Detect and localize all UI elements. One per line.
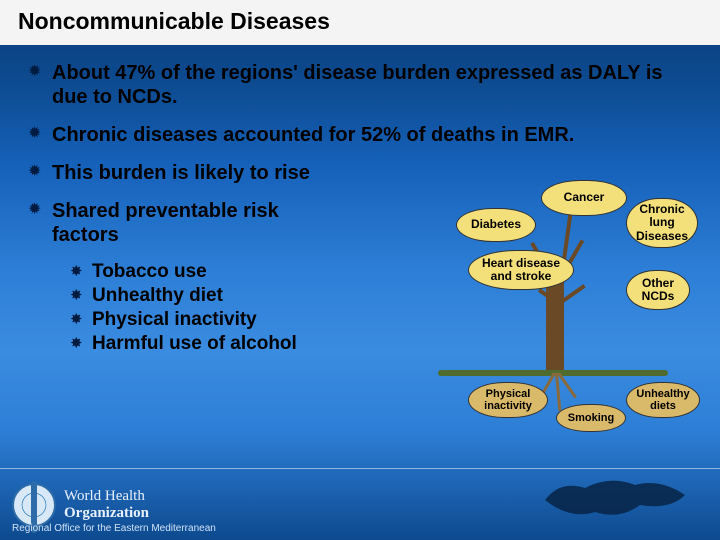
leaf-heart: Heart disease and stroke (468, 250, 574, 290)
who-logo: World Health Organization (12, 483, 149, 527)
bullet-text: This burden is likely to rise (52, 161, 312, 185)
ncd-tree-diagram: CancerDiabetes Chronic lung Diseases Heart… (408, 178, 698, 438)
tree-trunk (546, 278, 564, 373)
bullet-2: ✹ Chronic diseases accounted for 52% of … (28, 123, 692, 147)
sub-text: Tobacco use (92, 261, 207, 283)
regional-office-label: Regional Office for the Eastern Mediterr… (12, 523, 216, 534)
logo-line2: Organization (64, 505, 149, 522)
slide-title: Noncommunicable Diseases (0, 0, 720, 45)
bullet-text: About 47% of the regions' disease burden… (52, 61, 692, 109)
leaf-diabetes: Diabetes (456, 208, 536, 242)
sub-bullet-icon: ✸ (70, 333, 92, 355)
who-emblem-icon (12, 483, 56, 527)
sub-bullet-icon: ✸ (70, 309, 92, 331)
who-logo-text: World Health Organization (64, 488, 149, 522)
bullet-1: ✹ About 47% of the regions' disease burd… (28, 61, 692, 109)
leaf-chronic-lung: Chronic lung Diseases (626, 198, 698, 248)
leaf-cancer: Cancer (541, 180, 627, 216)
footer: World Health Organization Regional Offic… (0, 468, 720, 540)
sub-text: Unhealthy diet (92, 285, 223, 307)
bullet-icon: ✹ (28, 61, 52, 83)
root-line (557, 372, 577, 398)
bullet-text: Shared preventable risk factors (52, 199, 332, 247)
bullet-icon: ✹ (28, 161, 52, 183)
root-smoking: Smoking (556, 404, 626, 432)
bullet-text: Chronic diseases accounted for 52% of de… (52, 123, 692, 147)
emr-map-icon (540, 470, 690, 526)
logo-line1: World Health (64, 488, 149, 505)
sub-text: Harmful use of alcohol (92, 333, 297, 355)
sub-bullet-icon: ✸ (70, 261, 92, 283)
sub-text: Physical inactivity (92, 309, 257, 331)
root-phys-inact: Physical inactivity (468, 382, 548, 418)
sub-bullet-icon: ✸ (70, 285, 92, 307)
bullet-icon: ✹ (28, 199, 52, 221)
root-unhealthy-diets: Unhealthy diets (626, 382, 700, 418)
leaf-other: Other NCDs (626, 270, 690, 310)
bullet-icon: ✹ (28, 123, 52, 145)
